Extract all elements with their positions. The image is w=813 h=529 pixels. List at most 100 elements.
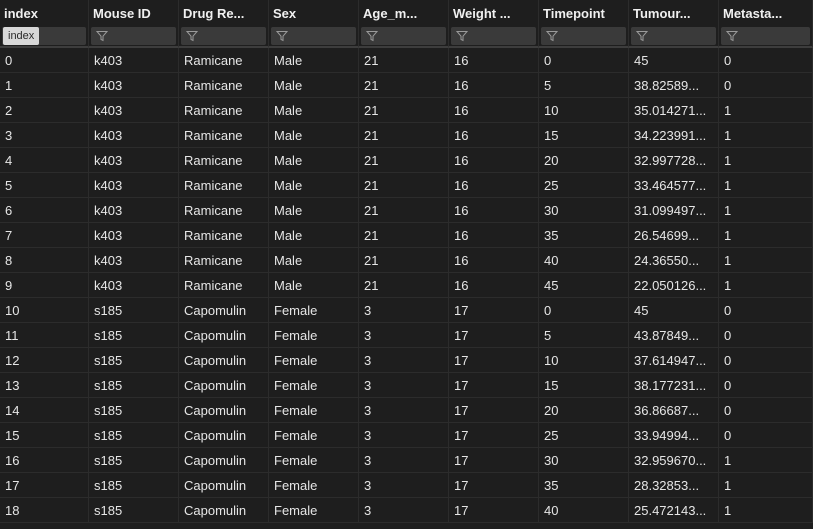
table-cell[interactable]: Ramicane — [179, 223, 269, 248]
table-row[interactable]: 5 k403 Ramicane Male 21 16 25 33.464577... 1 — [0, 173, 813, 198]
table-cell[interactable]: Ramicane — [179, 123, 269, 148]
table-cell[interactable]: k403 — [89, 248, 179, 273]
table-cell[interactable]: Female — [269, 473, 359, 498]
table-cell[interactable]: 15 — [539, 373, 629, 398]
table-cell[interactable]: s185 — [89, 448, 179, 473]
column-header[interactable]: Timepoint — [539, 0, 629, 26]
table-row[interactable]: 2 k403 Ramicane Male 21 16 10 35.014271... 1 — [0, 98, 813, 123]
table-cell[interactable]: Male — [269, 173, 359, 198]
row-index-cell[interactable]: 1 — [0, 73, 89, 98]
column-header[interactable]: Age_m... — [359, 0, 449, 26]
table-cell[interactable]: Male — [269, 273, 359, 298]
table-cell[interactable]: k403 — [89, 173, 179, 198]
row-index-cell[interactable]: 7 — [0, 223, 89, 248]
row-index-cell[interactable]: 16 — [0, 448, 89, 473]
table-cell[interactable]: 21 — [359, 273, 449, 298]
table-cell[interactable]: 16 — [449, 98, 539, 123]
row-index-cell[interactable]: 12 — [0, 348, 89, 373]
column-header[interactable]: Weight ... — [449, 0, 539, 26]
table-cell[interactable]: Male — [269, 98, 359, 123]
table-cell[interactable]: Female — [269, 448, 359, 473]
table-row[interactable]: 7 k403 Ramicane Male 21 16 35 26.54699... 1 — [0, 223, 813, 248]
table-cell[interactable]: 1 — [719, 273, 813, 298]
table-row[interactable]: 6 k403 Ramicane Male 21 16 30 31.099497... 1 — [0, 198, 813, 223]
table-cell[interactable]: Ramicane — [179, 48, 269, 73]
table-cell[interactable]: 37.614947... — [629, 348, 719, 373]
table-cell[interactable]: 16 — [449, 248, 539, 273]
table-cell[interactable]: 15 — [539, 123, 629, 148]
row-index-cell[interactable]: 10 — [0, 298, 89, 323]
table-cell[interactable]: Ramicane — [179, 73, 269, 98]
table-cell[interactable]: 38.82589... — [629, 73, 719, 98]
table-cell[interactable]: Female — [269, 323, 359, 348]
table-cell[interactable]: 30 — [539, 198, 629, 223]
table-cell[interactable]: 33.464577... — [629, 173, 719, 198]
table-cell[interactable]: 40 — [539, 248, 629, 273]
column-header[interactable]: Sex — [269, 0, 359, 26]
table-cell[interactable]: 0 — [719, 348, 813, 373]
column-filter-input[interactable] — [91, 27, 176, 45]
table-row[interactable]: 3 k403 Ramicane Male 21 16 15 34.223991... 1 — [0, 123, 813, 148]
table-cell[interactable]: 35.014271... — [629, 98, 719, 123]
table-cell[interactable]: 25 — [539, 423, 629, 448]
table-cell[interactable]: 22.050126... — [629, 273, 719, 298]
column-filter-input[interactable] — [451, 27, 536, 45]
table-cell[interactable]: Ramicane — [179, 198, 269, 223]
table-cell[interactable]: 21 — [359, 248, 449, 273]
table-cell[interactable]: 21 — [359, 223, 449, 248]
table-cell[interactable]: Ramicane — [179, 148, 269, 173]
table-cell[interactable]: 0 — [539, 48, 629, 73]
row-index-cell[interactable]: 18 — [0, 498, 89, 523]
table-cell[interactable]: 21 — [359, 98, 449, 123]
table-cell[interactable]: Capomulin — [179, 448, 269, 473]
table-cell[interactable]: 0 — [719, 73, 813, 98]
row-index-cell[interactable]: 8 — [0, 248, 89, 273]
column-filter-input[interactable] — [361, 27, 446, 45]
table-cell[interactable]: Capomulin — [179, 423, 269, 448]
table-cell[interactable]: Capomulin — [179, 373, 269, 398]
table-row[interactable]: 14 s185 Capomulin Female 3 17 20 36.86687... 0 — [0, 398, 813, 423]
table-cell[interactable]: s185 — [89, 423, 179, 448]
table-row[interactable]: 4 k403 Ramicane Male 21 16 20 32.997728... 1 — [0, 148, 813, 173]
table-cell[interactable]: 0 — [719, 398, 813, 423]
table-cell[interactable]: 17 — [449, 323, 539, 348]
table-cell[interactable]: 1 — [719, 473, 813, 498]
column-filter-input[interactable] — [181, 27, 266, 45]
index-filter-field[interactable]: index — [2, 27, 86, 45]
table-cell[interactable]: 26.54699... — [629, 223, 719, 248]
table-cell[interactable]: 17 — [449, 473, 539, 498]
table-cell[interactable]: 45 — [629, 298, 719, 323]
table-cell[interactable]: k403 — [89, 48, 179, 73]
index-filter-badge[interactable]: index — [3, 27, 40, 45]
table-cell[interactable]: 16 — [449, 73, 539, 98]
table-cell[interactable]: Male — [269, 73, 359, 98]
table-cell[interactable]: Male — [269, 123, 359, 148]
table-cell[interactable]: 17 — [449, 498, 539, 523]
table-row[interactable]: 0 k403 Ramicane Male 21 16 0 45 0 — [0, 48, 813, 73]
table-cell[interactable]: Capomulin — [179, 348, 269, 373]
table-cell[interactable]: 0 — [719, 323, 813, 348]
table-cell[interactable]: Male — [269, 198, 359, 223]
table-cell[interactable]: Male — [269, 248, 359, 273]
table-cell[interactable]: 5 — [539, 323, 629, 348]
table-row[interactable]: 1 k403 Ramicane Male 21 16 5 38.82589... 0 — [0, 73, 813, 98]
table-cell[interactable]: 0 — [719, 48, 813, 73]
table-row[interactable]: 9 k403 Ramicane Male 21 16 45 22.050126... 1 — [0, 273, 813, 298]
table-cell[interactable]: 36.86687... — [629, 398, 719, 423]
table-row[interactable]: 13 s185 Capomulin Female 3 17 15 38.177231... 0 — [0, 373, 813, 398]
column-header[interactable]: Tumour... — [629, 0, 719, 26]
table-row[interactable]: 12 s185 Capomulin Female 3 17 10 37.614947... 0 — [0, 348, 813, 373]
table-cell[interactable]: 3 — [359, 298, 449, 323]
table-cell[interactable]: s185 — [89, 298, 179, 323]
column-filter-input[interactable] — [721, 27, 810, 45]
table-cell[interactable]: Ramicane — [179, 98, 269, 123]
row-index-cell[interactable]: 0 — [0, 48, 89, 73]
table-cell[interactable]: 25 — [539, 173, 629, 198]
table-cell[interactable]: 30 — [539, 448, 629, 473]
table-cell[interactable]: s185 — [89, 323, 179, 348]
table-cell[interactable]: 28.32853... — [629, 473, 719, 498]
table-cell[interactable]: Female — [269, 348, 359, 373]
table-cell[interactable]: Female — [269, 298, 359, 323]
table-row[interactable]: 16 s185 Capomulin Female 3 17 30 32.959670... 1 — [0, 448, 813, 473]
table-cell[interactable]: 3 — [359, 473, 449, 498]
